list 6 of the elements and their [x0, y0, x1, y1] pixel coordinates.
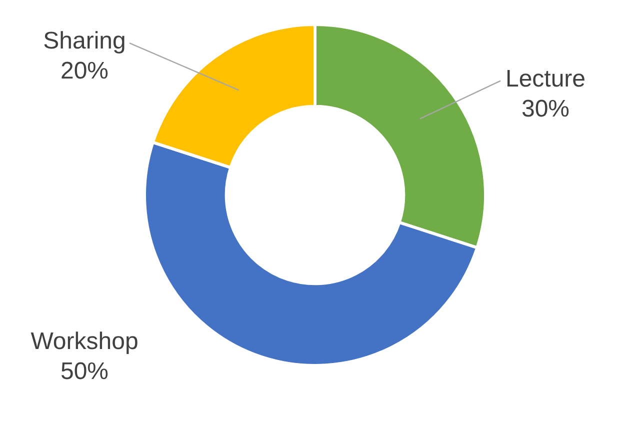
data-label: 20%: [60, 58, 109, 85]
data-label: 50%: [60, 358, 109, 385]
data-label: 30%: [521, 95, 570, 122]
slice-label: Workshop: [30, 328, 138, 355]
slice-label: Sharing: [43, 28, 126, 55]
slice-label: Lecture: [505, 65, 586, 92]
